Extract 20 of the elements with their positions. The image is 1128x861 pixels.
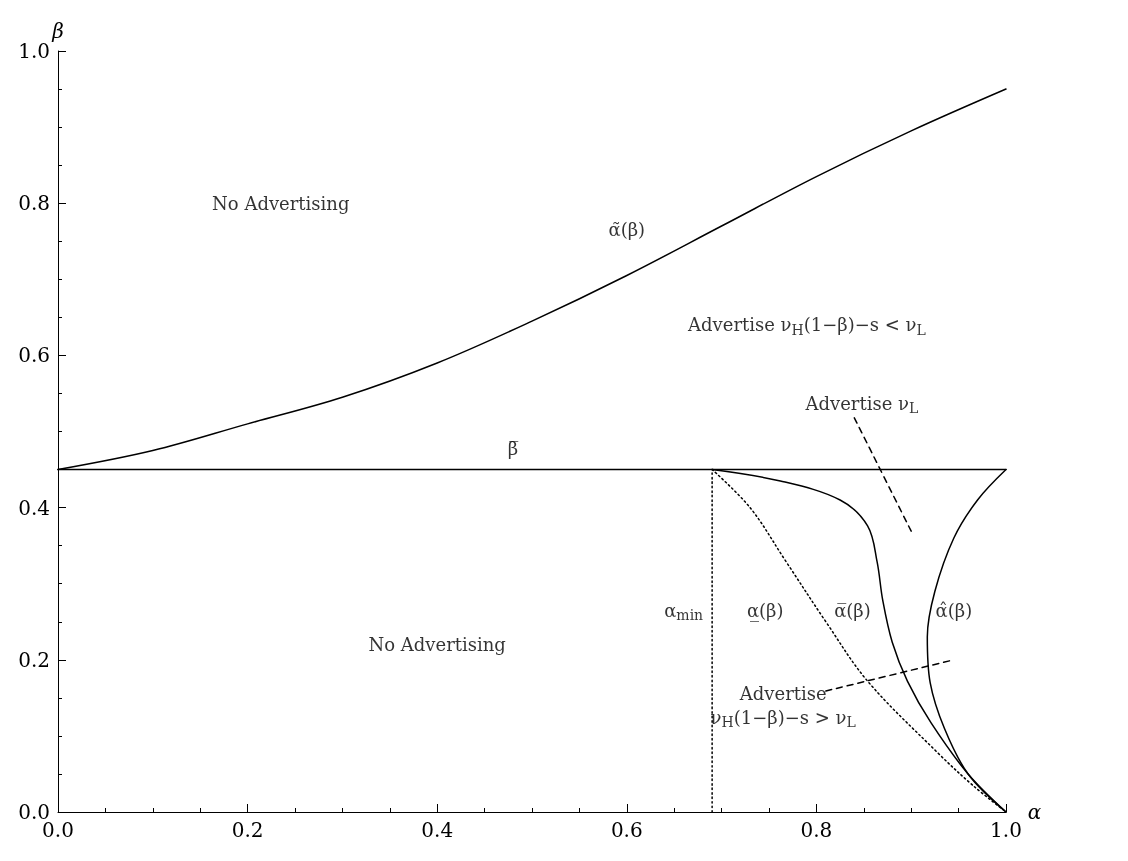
- annotation: α̃(β): [608, 219, 646, 241]
- annotation: α̅(β): [834, 599, 871, 621]
- x-tick-label: 0.0: [42, 818, 74, 842]
- x-tick-label: 0.8: [800, 818, 833, 842]
- annotation: α̂(β): [935, 599, 973, 621]
- y-tick-label: 0.8: [18, 191, 50, 216]
- y-tick-label: 0.4: [18, 495, 50, 520]
- x-tick-label: 0.6: [610, 818, 643, 842]
- y-tick-label: 1.0: [18, 39, 50, 63]
- y-tick-label: 0.6: [18, 343, 50, 368]
- x-tick-label: 0.4: [421, 818, 454, 842]
- annotation: No Advertising: [368, 634, 506, 656]
- annotation: α̲(β): [746, 599, 784, 622]
- x-tick-label: 1.0: [990, 818, 1022, 842]
- x-axis-title: α: [1027, 800, 1042, 824]
- x-tick-label: 0.2: [231, 818, 264, 842]
- y-axis-title: β: [51, 19, 64, 44]
- annotation: β̅: [507, 437, 519, 459]
- y-tick-label: 0.2: [18, 647, 50, 672]
- annotation: No Advertising: [212, 192, 350, 214]
